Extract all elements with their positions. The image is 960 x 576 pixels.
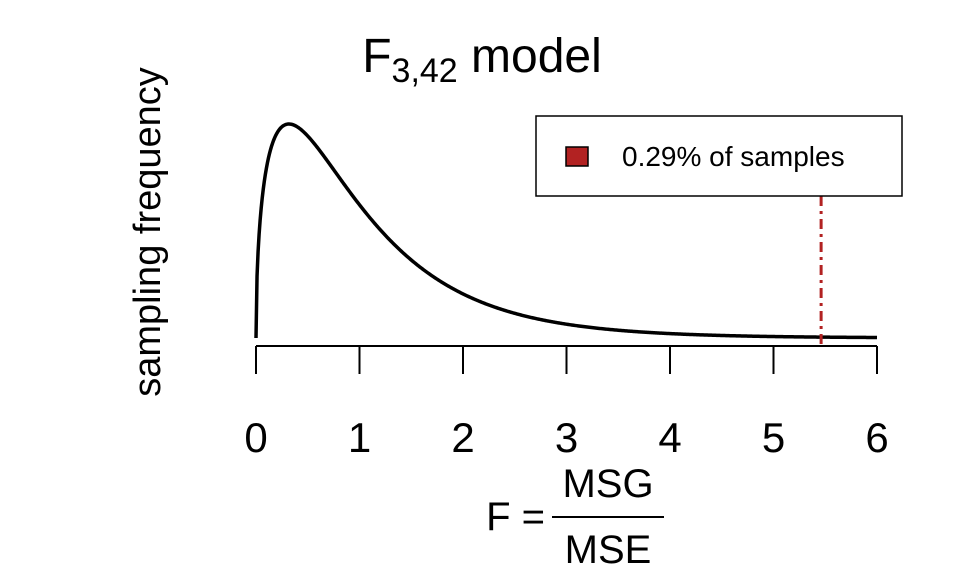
title-main: F — [362, 30, 391, 83]
chart-title: F3,42 model — [362, 30, 602, 90]
legend-box — [535, 115, 903, 197]
legend: 0.29% of samples — [535, 115, 903, 197]
density-curve — [254, 122, 878, 340]
legend-swatch — [565, 146, 589, 167]
legend-label: 0.29% of samples — [622, 141, 845, 172]
x-tick-label: 6 — [865, 414, 888, 461]
x-tick-label: 0 — [244, 414, 267, 461]
x-tick-label: 2 — [451, 414, 474, 461]
x-axis: 0 1 2 3 4 5 6 — [244, 345, 889, 461]
x-label-denominator: MSE — [565, 528, 652, 572]
x-tick-label: 4 — [658, 414, 681, 461]
x-label-prefix: F = — [486, 495, 545, 539]
x-axis-label: F = MSG MSE — [486, 462, 664, 572]
y-axis-label: sampling frequency — [127, 67, 169, 397]
x-tick-label: 1 — [348, 414, 371, 461]
title-rest: model — [458, 30, 602, 83]
x-tick-label: 5 — [762, 414, 785, 461]
density-curve-layer — [254, 122, 878, 340]
x-label-numerator: MSG — [562, 462, 653, 506]
title-subscript: 3,42 — [392, 52, 458, 90]
x-tick-label: 3 — [555, 414, 578, 461]
